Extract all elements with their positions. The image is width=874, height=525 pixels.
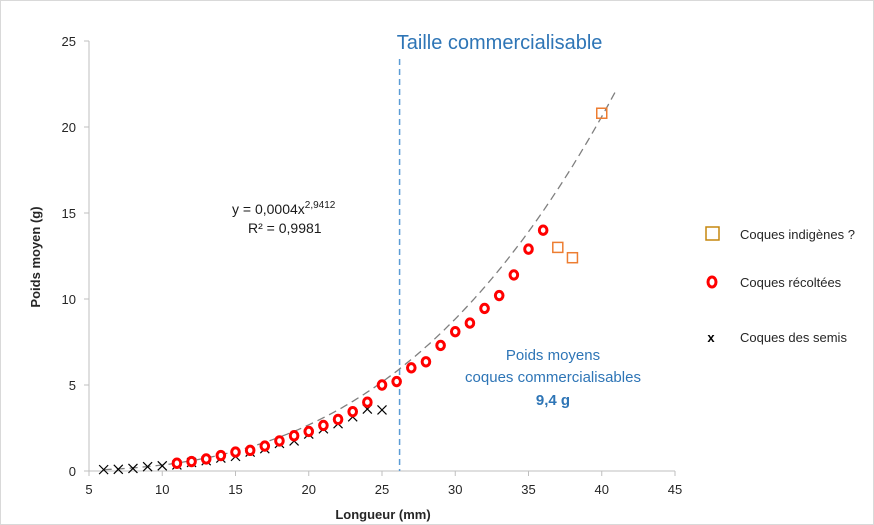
point-recoltees [274, 435, 285, 447]
point-semis [377, 405, 387, 415]
point-recoltees [303, 425, 315, 438]
point-recoltees [449, 325, 461, 338]
legend-label-semis: Coques des semis [740, 330, 847, 345]
y-axis-ticks: 0 5 10 15 20 25 [62, 34, 89, 479]
x-tick-label: 40 [595, 482, 609, 497]
point-semis [98, 464, 109, 475]
annotation-line1: Poids moyens [506, 347, 600, 364]
point-recoltees [244, 444, 256, 457]
legend: Coques indigènes ? Coques récoltées x Co… [705, 226, 855, 345]
point-recoltees [391, 375, 402, 388]
legend-marker-semis: x [707, 330, 715, 345]
x-tick-label: 35 [521, 482, 535, 497]
y-axis-title: Poids moyen (g) [28, 206, 43, 307]
point-recoltees [200, 453, 212, 465]
point-recoltees [376, 379, 388, 391]
x-tick-label: 15 [228, 482, 242, 497]
legend-marker-recoltees [706, 275, 718, 289]
y-tick-label: 10 [62, 292, 76, 307]
data-points [98, 107, 608, 475]
point-recoltees [230, 446, 241, 458]
point-recoltees [362, 396, 373, 408]
point-recoltees [215, 449, 227, 462]
point-recoltees [493, 289, 505, 302]
x-axis-title: Longueur (mm) [335, 507, 430, 522]
point-recoltees [171, 457, 183, 469]
point-recoltees [318, 419, 329, 432]
y-tick-label: 5 [69, 378, 76, 393]
point-recoltees [537, 224, 549, 236]
x-tick-label: 5 [85, 482, 92, 497]
x-tick-label: 10 [155, 482, 169, 497]
trend-r2: R² = 0,9981 [248, 220, 322, 236]
point-recoltees [186, 455, 197, 468]
point-semis [113, 464, 124, 475]
point-recoltees [288, 430, 300, 442]
annotation-line2: coques commercialisables [465, 369, 641, 386]
point-recoltees [464, 317, 476, 329]
point-semis [128, 463, 138, 474]
point-recoltees [523, 243, 534, 255]
point-recoltees [479, 302, 490, 315]
y-tick-label: 15 [62, 206, 76, 221]
x-tick-label: 25 [375, 482, 389, 497]
annotation-value: 9,4 g [536, 392, 570, 409]
point-recoltees [347, 405, 359, 418]
y-tick-label: 25 [62, 34, 76, 49]
point-indigenes [566, 251, 579, 264]
point-recoltees [420, 356, 432, 368]
x-axis-ticks: 5 10 15 20 25 30 35 40 45 [85, 471, 682, 497]
point-recoltees [508, 269, 520, 281]
legend-label-recoltees: Coques récoltées [740, 275, 842, 290]
point-recoltees [406, 362, 417, 374]
x-tick-label: 45 [668, 482, 682, 497]
legend-marker-indigenes [705, 226, 720, 241]
point-semis [142, 461, 153, 472]
point-semis [157, 460, 168, 471]
legend-label-indigenes: Coques indigènes ? [740, 227, 855, 242]
y-tick-label: 0 [69, 464, 76, 479]
x-tick-label: 20 [302, 482, 316, 497]
point-indigenes [552, 241, 564, 254]
point-recoltees [332, 413, 344, 426]
commercial-size-label: Taille commercialisable [397, 32, 603, 54]
trend-equation: y = 0,0004x2,9412 [232, 200, 336, 217]
y-tick-label: 20 [62, 120, 76, 135]
point-recoltees [259, 440, 271, 452]
point-indigenes [596, 107, 608, 119]
x-tick-label: 30 [448, 482, 462, 497]
point-recoltees [435, 339, 446, 352]
